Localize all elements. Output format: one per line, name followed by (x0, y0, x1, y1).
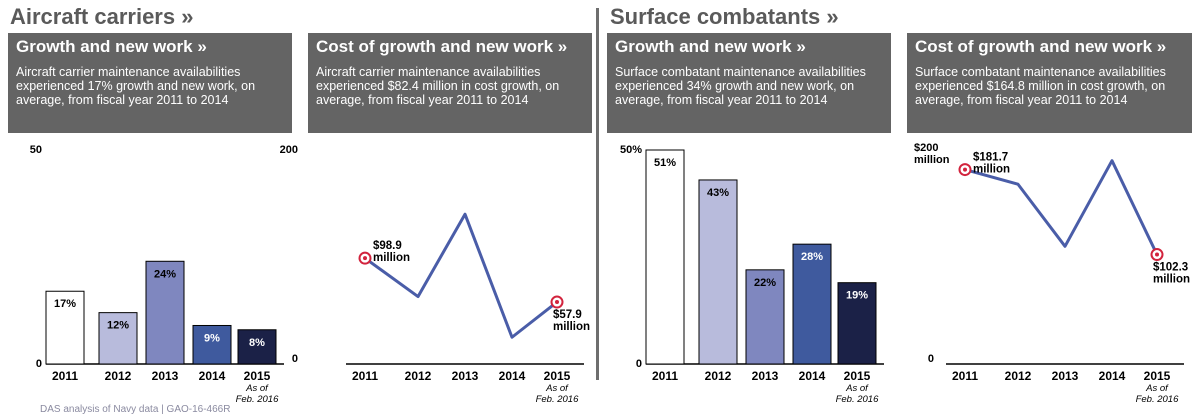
y-tick-label: $200 (914, 142, 938, 154)
bar (98, 312, 138, 365)
x-tick-label: 2011 (52, 369, 78, 383)
panel-description: Aircraft carrier maintenance availabilit… (16, 65, 256, 107)
x-tick-label: 2013 (452, 369, 479, 383)
panel-title[interactable]: Cost of growth and new work » (915, 37, 1167, 56)
x-tick-label: 2011 (652, 369, 678, 383)
section-title-aircraft-carriers[interactable]: Aircraft carriers » (10, 4, 194, 29)
bar-chart-surface-growth: 0 50% 51% 43% 22% 28% 19% 2011 2012 2013 2014 2015A… (620, 144, 884, 405)
x-tick-label: 2013 (152, 369, 179, 383)
panel-header-surface-cost: Cost of growth and new work » Surface co… (907, 33, 1192, 133)
series-line (364, 212, 558, 339)
data-point-marker-center (363, 256, 367, 261)
bar (237, 329, 277, 365)
x-tick-label: 2015 (244, 369, 271, 383)
bar-value-label: 19% (846, 290, 868, 302)
bar-value-label: 28% (801, 251, 823, 263)
data-label: $181.7 (973, 152, 1008, 164)
x-tick-label: 2011 (952, 369, 978, 383)
bar (145, 260, 185, 365)
x-tick-label: 2014 (199, 369, 226, 383)
x-tick-label: 2014 (499, 369, 526, 383)
bar (698, 179, 738, 365)
x-tick-label: 2015 (1144, 369, 1171, 383)
data-label: million (553, 321, 590, 333)
x-tick-label: 2013 (1052, 369, 1079, 383)
x-tick-label: 2011 (352, 369, 378, 383)
x-tick-note: Feb. 2016 (836, 394, 879, 405)
x-tick-note: As of (1145, 383, 1169, 394)
panel-title[interactable]: Growth and new work » (16, 37, 207, 56)
panel-description: Aircraft carrier maintenance availabilit… (316, 65, 560, 107)
bar-value-label: 43% (707, 187, 729, 199)
bar (192, 324, 232, 365)
bar-value-label: 51% (654, 157, 676, 169)
x-tick-note: As of (545, 383, 569, 394)
y-tick-label: 0 (636, 358, 642, 370)
data-label: $57.9 (553, 309, 582, 321)
x-tick-label: 2012 (405, 369, 432, 383)
x-tick-label: 2014 (799, 369, 826, 383)
x-tick-label: 2013 (752, 369, 779, 383)
data-label: million (373, 252, 410, 264)
panel-title[interactable]: Growth and new work » (615, 37, 806, 56)
x-tick-label: 2012 (105, 369, 132, 383)
y-tick-label: 50% (620, 144, 642, 156)
section-title-surface-combatants[interactable]: Surface combatants » (610, 4, 839, 29)
x-tick-label: 2014 (1099, 369, 1126, 383)
bar-value-label: 17% (54, 298, 76, 310)
source-note: DAS analysis of Navy data | GAO-16-466R (40, 404, 231, 415)
bar (745, 269, 785, 365)
data-point-marker-center (555, 300, 559, 305)
y-tick-label: 50 (30, 144, 42, 156)
data-label: $102.3 (1153, 262, 1188, 274)
bar (837, 282, 877, 365)
bar-value-label: 22% (754, 277, 776, 289)
panel-header-surface-growth: Growth and new work » Surface combatant … (607, 33, 891, 133)
series-line (964, 159, 1159, 256)
panel-description: Surface combatant maintenance availabili… (615, 65, 866, 107)
bar-value-label: 9% (204, 332, 220, 344)
x-tick-note: Feb. 2016 (536, 394, 579, 405)
bar-value-label: 12% (107, 320, 129, 332)
x-tick-note: As of (845, 383, 869, 394)
y-tick-label: 0 (36, 358, 42, 370)
data-label: $98.9 (373, 240, 402, 252)
x-tick-label: 2012 (705, 369, 732, 383)
bar-value-label: 8% (249, 337, 265, 349)
panel-description: Surface combatant maintenance availabili… (915, 65, 1166, 107)
bar (45, 290, 85, 365)
x-tick-note: Feb. 2016 (236, 394, 279, 405)
data-label: million (1153, 274, 1190, 286)
y-tick-label: 0 (928, 353, 934, 365)
x-tick-note: As of (245, 383, 269, 394)
x-tick-note: Feb. 2016 (1136, 394, 1179, 405)
data-label: million (973, 164, 1010, 176)
x-tick-label: 2012 (1005, 369, 1032, 383)
data-point-marker-center (963, 167, 967, 172)
panel-header-carrier-cost: Cost of growth and new work » Aircraft c… (308, 33, 592, 133)
bar (645, 149, 685, 365)
y-tick-label: million (914, 154, 950, 166)
panel-title[interactable]: Cost of growth and new work » (316, 37, 568, 56)
section-divider (596, 8, 599, 380)
x-tick-label: 2015 (844, 369, 871, 383)
bar (792, 243, 832, 365)
data-point-marker-center (1155, 252, 1159, 257)
x-tick-label: 2015 (544, 369, 571, 383)
y-tick-label: 200 (280, 144, 298, 156)
bar-value-label: 24% (154, 268, 176, 280)
panel-header-carrier-growth: Growth and new work » Aircraft carrier m… (8, 33, 292, 133)
y-tick-label: 0 (292, 353, 298, 365)
